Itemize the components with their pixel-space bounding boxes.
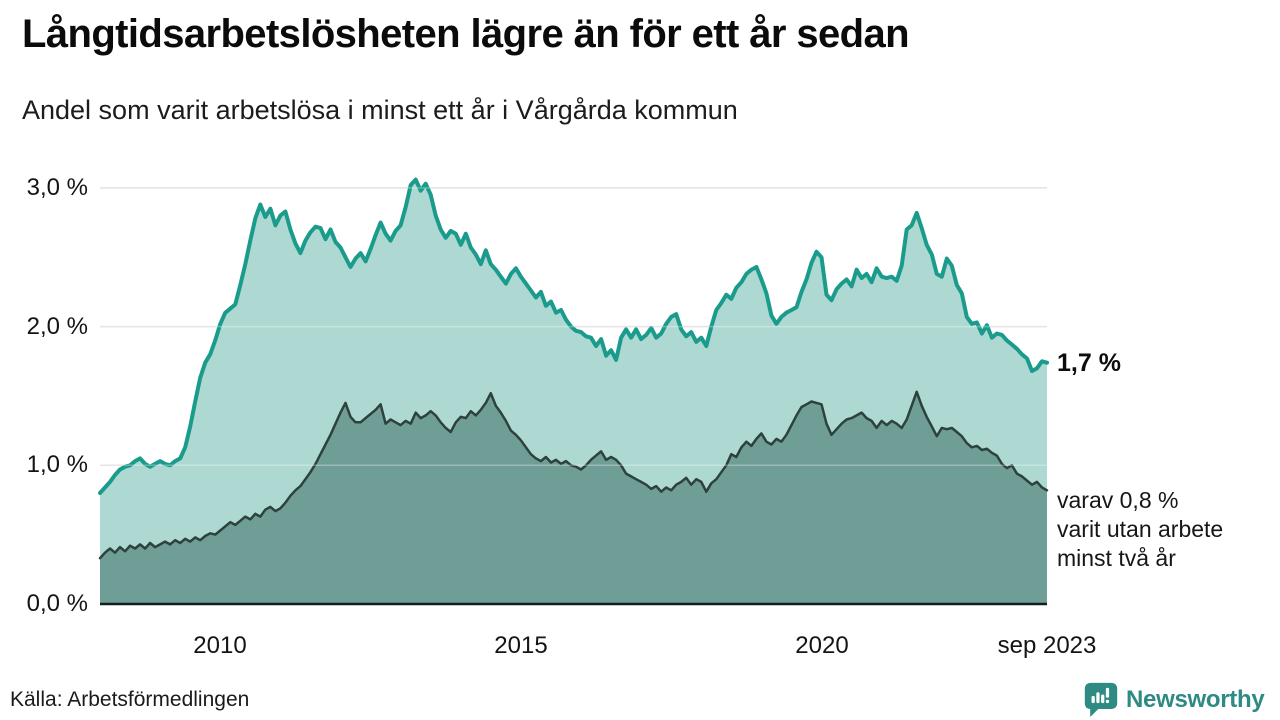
end-note-line-3: minst två år [1057,545,1176,571]
utan-arbete-minst-tva-ar-line [98,390,1049,560]
x-tick-label: sep 2023 [997,632,1097,659]
logo-bar-3 [1101,694,1105,704]
end-value-label-one-year: 1,7 % [1057,349,1121,377]
logo-bar-1 [1091,695,1095,704]
logo-exclamation-bar [1105,687,1110,698]
y-tick-label: 3,0 % [26,173,88,201]
end-note-line-1: varav 0,8 % [1057,487,1179,513]
y-tick-label: 0,0 % [26,590,88,617]
logo-bar-2 [1096,692,1100,704]
end-note-line-2: varit utan arbete [1057,516,1224,542]
page-title: Långtidsarbetslösheten lägre än för ett … [22,12,910,56]
end-note-two-years: varav 0,8 % varit utan arbete minst två … [1057,486,1223,573]
y-tick-label: 1,0 % [26,451,88,479]
x-tick-label: 2010 [193,632,247,659]
x-tick-label: 2015 [494,632,548,659]
logo-bubble-shape [1084,682,1118,718]
x-tick-label: 2020 [795,632,849,659]
newsworthy-wordmark: Newsworthy [1126,685,1265,713]
logo-exclamation-dot [1105,699,1110,704]
newsworthy-logo: Newsworthy [1083,681,1265,718]
utan-arbete-minst-tva-ar-area [100,391,1047,604]
arbetslosa-minst-ett-ar-line [98,177,1049,495]
source-credit: Källa: Arbetsförmedlingen [10,688,250,711]
newsworthy-logo-icon [1084,682,1118,718]
y-tick-label: 2,0 % [26,312,88,340]
page-subtitle: Andel som varit arbetslösa i minst ett å… [22,95,738,125]
